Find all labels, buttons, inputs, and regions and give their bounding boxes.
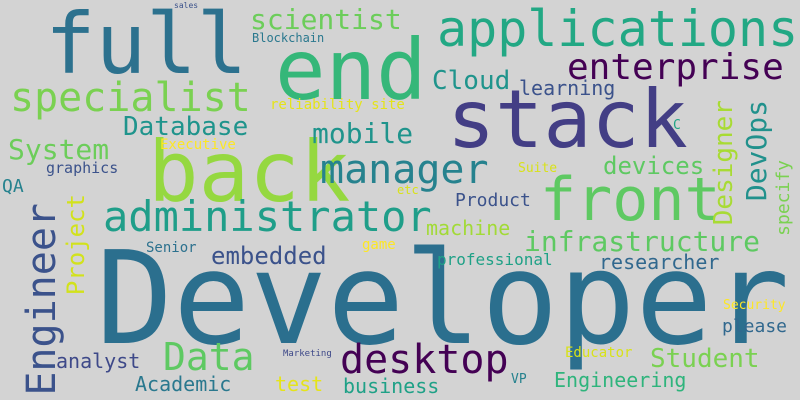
word-graphics: graphics [46, 159, 119, 177]
word-devops: DevOps [740, 100, 773, 202]
word-blockchain: Blockchain [252, 31, 325, 45]
word-infrastructure: infrastructure [524, 225, 761, 258]
word-learning: learning [519, 76, 616, 100]
word-senior: Senior [146, 240, 197, 256]
word-student: Student [650, 344, 760, 374]
word-marketing: Marketing [283, 349, 332, 359]
word-game: game [362, 237, 396, 253]
word-cloud: Cloud [432, 66, 511, 96]
word-developer: Developer [96, 225, 790, 374]
word-administrator: administrator [103, 192, 432, 241]
word-project: Project [62, 194, 90, 296]
word-embedded: embedded [211, 242, 327, 270]
word-qa: QA [2, 176, 24, 197]
word-product: Product [455, 190, 531, 211]
word-reliability-site: reliability site [270, 97, 405, 113]
word-devices: devices [603, 152, 705, 180]
word-back: back [148, 123, 351, 221]
word-desktop: desktop [340, 337, 509, 383]
word-suite: Suite [518, 161, 558, 176]
word-database: Database [123, 112, 249, 142]
word-designer: Designer [709, 100, 739, 226]
word-data: Data [163, 335, 255, 379]
word-vp: VP [511, 372, 527, 387]
word-stack: stack [447, 73, 688, 166]
word-researcher: researcher [599, 250, 720, 274]
word-security: Security [723, 298, 786, 313]
word-full: full [45, 0, 248, 93]
word-business: business [343, 374, 440, 398]
word-front: front [540, 165, 721, 235]
word-educator: Educator [565, 345, 633, 361]
word-please: please [722, 316, 788, 337]
word-applications: applications [437, 0, 799, 58]
word-c: C [673, 118, 681, 133]
word-sales: sales [174, 1, 199, 10]
word-test: test [275, 372, 324, 396]
word-scientist: scientist [250, 3, 402, 36]
word-academic: Academic [135, 372, 232, 396]
word-specialist: specialist [10, 75, 251, 121]
word-analyst: analyst [56, 349, 141, 373]
word-end: end [275, 21, 427, 119]
word-enterprise: enterprise [567, 47, 784, 88]
word-specify: specify [773, 160, 794, 236]
word-etc: etc [397, 183, 419, 197]
word-professional: professional [437, 250, 553, 269]
word-manager: manager [320, 147, 489, 193]
word-mobile: mobile [312, 117, 414, 150]
word-executive: Executive [160, 137, 236, 153]
word-machine: machine [426, 216, 511, 240]
word-system: System [8, 133, 110, 166]
word-engineering: Engineering [554, 368, 687, 392]
